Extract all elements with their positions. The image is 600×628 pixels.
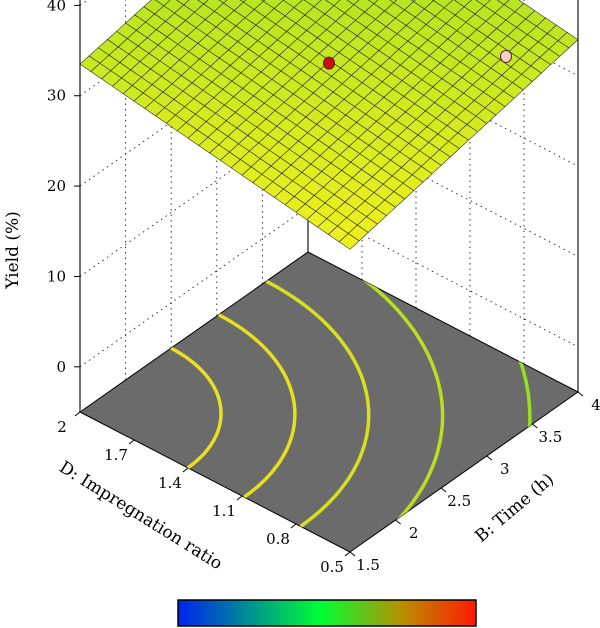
colorbar <box>177 599 477 627</box>
contour-line <box>170 346 223 470</box>
surface-cell <box>346 0 360 6</box>
x-tick <box>532 423 538 429</box>
y-tick <box>74 411 81 417</box>
contour-line <box>217 313 297 499</box>
contour-line <box>313 252 445 552</box>
x-tick-label: 4 <box>591 396 600 414</box>
y-tick <box>344 551 351 557</box>
y-tick-label: 0.8 <box>266 530 290 548</box>
x-tick <box>440 487 447 493</box>
z-tick-label: 40 <box>47 0 66 14</box>
x-tick <box>486 455 493 461</box>
y-tick <box>236 495 243 501</box>
x-tick-label: 3 <box>500 460 510 478</box>
design-point <box>323 56 335 70</box>
y-tick-label: 1.1 <box>212 502 236 520</box>
contour-line <box>265 279 371 528</box>
surface-cell <box>239 0 247 3</box>
x-tick <box>349 551 356 557</box>
y-tick <box>290 523 297 529</box>
design-point <box>500 49 512 63</box>
floor-plane <box>79 251 579 553</box>
x-tick <box>395 519 401 525</box>
surface-cell <box>218 0 228 4</box>
axis-ticks: 010203040501.522.533.540.50.81.11.41.72 <box>47 0 600 576</box>
y-tick-label: 2 <box>57 418 67 436</box>
y-tick-label: 1.4 <box>158 474 182 492</box>
x-tick-label: 3.5 <box>538 428 562 446</box>
surface-cell <box>367 0 379 5</box>
x-axis-title: B: Time (h) <box>472 470 559 547</box>
y-tick <box>182 467 189 473</box>
surface-cell <box>338 233 360 250</box>
surface-mesh <box>79 0 579 250</box>
design-points <box>323 49 512 70</box>
y-tick-label: 1.7 <box>104 446 128 464</box>
z-tick-label: 10 <box>47 267 66 285</box>
z-tick-label: 0 <box>56 358 66 376</box>
y-tick-label: 0.5 <box>320 558 344 576</box>
x-tick <box>577 391 584 397</box>
x-tick-label: 1.5 <box>356 556 380 574</box>
surface-cell <box>197 0 209 5</box>
z-axis-title: Yield (%) <box>3 211 23 290</box>
x-tick-label: 2.5 <box>447 492 471 510</box>
z-tick-label: 20 <box>47 177 66 195</box>
surface-cell <box>496 0 510 5</box>
surface-cell <box>389 0 398 4</box>
y-tick <box>128 439 135 445</box>
z-tick-label: 30 <box>47 87 66 105</box>
x-tick-label: 2 <box>409 524 419 542</box>
